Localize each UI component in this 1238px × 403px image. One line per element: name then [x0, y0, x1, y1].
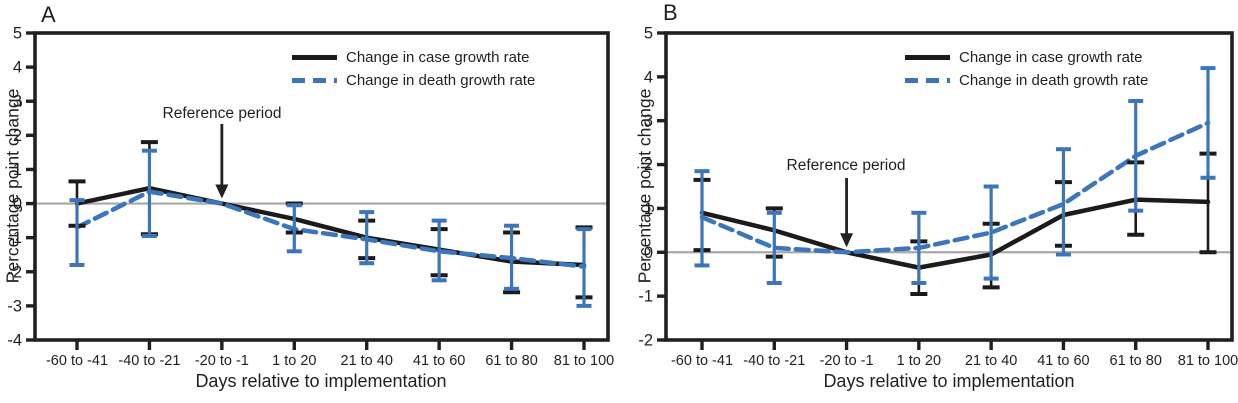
y-tick-label: -1 [7, 229, 22, 247]
x-tick-label: -20 to -1 [195, 353, 249, 369]
death-line-sample [905, 78, 950, 83]
panel-b-legend: Change in case growth rate Change in dea… [905, 46, 1148, 92]
legend-row-case: Change in case growth rate [292, 46, 535, 69]
y-tick-label: 5 [644, 25, 653, 43]
x-tick-label: 61 to 80 [485, 353, 537, 369]
legend-row-death: Change in death growth rate [905, 69, 1148, 92]
death-growth-line [699, 120, 1211, 255]
case-line-sample [905, 55, 950, 60]
y-tick-label: -1 [638, 288, 653, 306]
plot-frame [33, 31, 610, 342]
death-growth-line [74, 189, 587, 269]
y-tick-label: 2 [644, 156, 653, 174]
legend-label-case: Change in case growth rate [959, 49, 1143, 66]
legend-row-death: Change in death growth rate [292, 69, 535, 92]
y-tick-label: -4 [7, 332, 22, 350]
panel-a-chart: 5 4 3 2 1 0 -1 -2 -3 -4 -60 to -41 -40 to -21 -20 to… [7, 25, 614, 370]
y-tick-label: 3 [13, 93, 22, 111]
x-tick-label: 21 to 40 [965, 353, 1017, 369]
panel-a-x-axis-title: Days relative to implementation [195, 371, 447, 391]
y-tick-label: -2 [638, 332, 653, 350]
case-growth-line [699, 197, 1211, 270]
y-tick-label: 2 [13, 127, 22, 145]
y-tick-label: 3 [644, 112, 653, 130]
panel-b-label: B [663, 0, 678, 25]
death-line-sample [292, 78, 337, 83]
reference-arrow-head [215, 184, 229, 199]
x-tick-label: 81 to 100 [1178, 353, 1238, 369]
x-tick-label: 1 to 20 [272, 353, 316, 369]
x-tick-label: 1 to 20 [897, 353, 941, 369]
y-tick-label: 0 [644, 244, 653, 262]
panel-b-y-axis-title: Percentage point change [634, 88, 655, 284]
panel-b-x-axis-title: Days relative to implementation [823, 371, 1075, 391]
y-tick-label: 4 [644, 68, 653, 86]
x-tick-label: -60 to -41 [46, 353, 108, 369]
panel-a-y-axis-title: Percentage point change [2, 88, 23, 284]
plot-frame [664, 31, 1234, 342]
x-tick-label: 61 to 80 [1110, 353, 1162, 369]
legend-label-death: Change in death growth rate [959, 72, 1149, 89]
panel-b-chart: 5 4 3 2 1 0 -1 -2 -60 to -41 -40 to -21 -20 to -1 1… [638, 25, 1238, 370]
y-tick-label: 1 [644, 200, 653, 218]
panel-b-reference-period-annotation: Reference period [786, 157, 906, 174]
panel-a-label: A [41, 2, 56, 27]
y-tick-label: -2 [7, 263, 22, 281]
y-tick-label: -3 [7, 297, 22, 315]
x-tick-label: -40 to -21 [118, 353, 180, 369]
x-tick-label: 41 to 60 [1037, 353, 1089, 369]
y-tick-label: 5 [13, 25, 22, 43]
x-tick-label: 41 to 60 [413, 353, 465, 369]
panel-a-reference-period-annotation: Reference period [162, 105, 282, 122]
case-line-sample [292, 55, 337, 60]
case-growth-line [74, 185, 587, 268]
x-tick-label: -40 to -21 [743, 353, 805, 369]
x-tick-label: -60 to -41 [671, 353, 733, 369]
legend-label-case: Change in case growth rate [346, 49, 530, 66]
x-tick-label: 81 to 100 [554, 353, 614, 369]
legend-row-case: Change in case growth rate [905, 46, 1148, 69]
x-tick-label: -20 to -1 [820, 353, 874, 369]
y-tick-label: 1 [13, 161, 22, 179]
y-tick-label: 0 [13, 195, 22, 213]
reference-arrow-head [840, 233, 854, 248]
panel-a-legend: Change in case growth rate Change in dea… [292, 46, 535, 92]
legend-label-death: Change in death growth rate [346, 72, 536, 89]
y-tick-label: 4 [13, 59, 22, 77]
x-tick-label: 21 to 40 [341, 353, 393, 369]
